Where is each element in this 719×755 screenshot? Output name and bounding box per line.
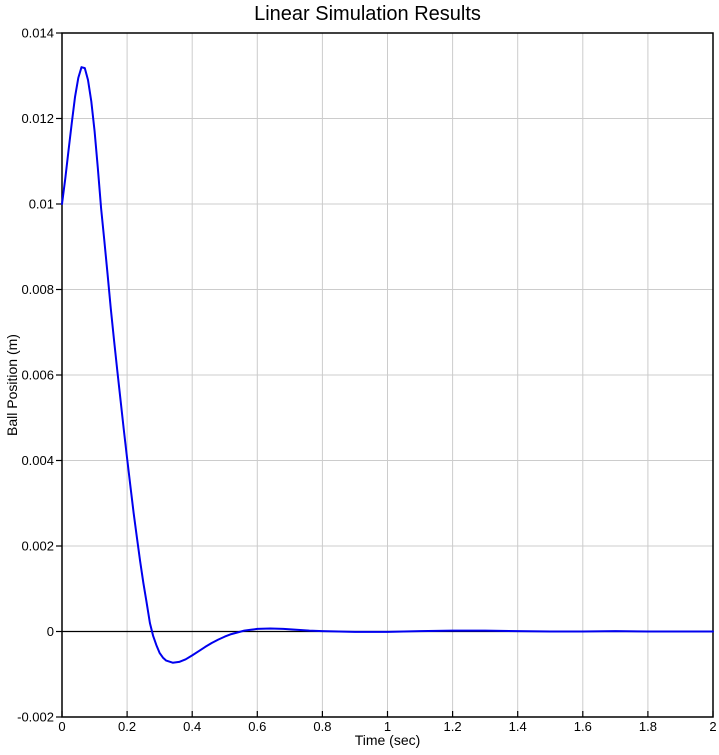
y-tick-label: 0.012 [21,111,54,126]
x-tick-label: 1.6 [574,719,592,734]
x-tick-label: 0.6 [248,719,266,734]
x-tick-label: 1.8 [639,719,657,734]
x-tick-label: 1.2 [444,719,462,734]
y-tick-label: 0.008 [21,282,54,297]
y-tick-label: -0.002 [17,710,54,725]
data-curve-ball-position [61,66,714,664]
x-tick-label: 0.8 [313,719,331,734]
y-tick-label: 0.01 [29,197,54,212]
x-axis-label: Time (sec) [354,732,421,748]
y-tick-label: 0.004 [21,453,54,468]
chart-title: Linear Simulation Results [254,3,481,25]
x-tick-label: 0.2 [118,719,136,734]
x-tick-label: 0 [58,719,65,734]
y-tick-label: 0.002 [21,539,54,554]
x-tick-label: 1.4 [509,719,527,734]
y-tick-label: 0.014 [21,26,54,41]
y-tick-label: 0.006 [21,368,54,383]
y-tick-label: 0 [47,624,54,639]
x-tick-label: 0.4 [183,719,201,734]
x-tick-label: 2 [709,719,716,734]
x-tick-label: 1 [384,719,391,734]
